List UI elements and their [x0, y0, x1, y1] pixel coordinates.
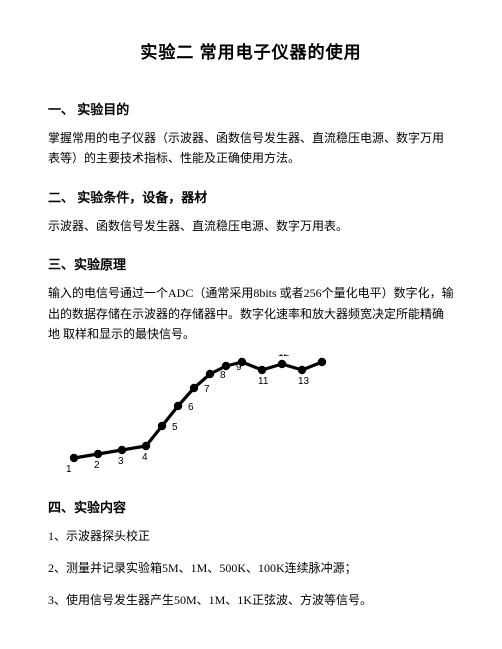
svg-text:4: 4	[142, 452, 148, 463]
section4-heading: 四、实验内容	[48, 497, 454, 516]
svg-text:5: 5	[172, 422, 178, 433]
list-item: 3、使用信号发生器产生50M、1M、1K正弦波、方波等信号。	[48, 590, 454, 612]
section3-heading: 三、实验原理	[48, 254, 454, 273]
svg-text:1: 1	[66, 464, 72, 474]
svg-text:6: 6	[188, 402, 194, 413]
svg-text:2: 2	[94, 460, 100, 471]
svg-text:3: 3	[118, 456, 124, 467]
section3-body: 输入的电信号通过一个ADC（通常采用8bits 或者256个量化电平）数字化，输…	[48, 283, 454, 344]
page-title: 实验二 常用电子仪器的使用	[48, 38, 454, 63]
section2-heading: 二、 实验条件，设备，器材	[48, 187, 454, 206]
svg-text:11: 11	[258, 376, 269, 387]
svg-text:12: 12	[278, 354, 290, 359]
svg-text:8: 8	[220, 370, 226, 381]
waveform-svg: 1234567891011121314	[54, 354, 344, 474]
list-item: 2、测量并记录实验箱5M、1M、500K、100K连续脉冲源；	[48, 558, 454, 580]
svg-text:10: 10	[238, 354, 250, 357]
document-page: 实验二 常用电子仪器的使用 一、 实验目的 掌握常用的电子仪器（示波器、函数信号…	[0, 0, 502, 641]
waveform-figure: 1234567891011121314	[54, 354, 454, 479]
section1-body: 掌握常用的电子仪器（示波器、函数信号发生器、直流稳压电源、数字万用表等）的主要技…	[48, 128, 454, 169]
section2-body: 示波器、函数信号发生器、直流稳压电源、数字万用表。	[48, 216, 454, 236]
svg-text:14: 14	[318, 354, 330, 357]
list-item: 1、示波器探头校正	[48, 526, 454, 548]
svg-text:13: 13	[298, 376, 310, 387]
svg-text:7: 7	[204, 384, 210, 395]
section1-heading: 一、 实验目的	[48, 99, 454, 118]
